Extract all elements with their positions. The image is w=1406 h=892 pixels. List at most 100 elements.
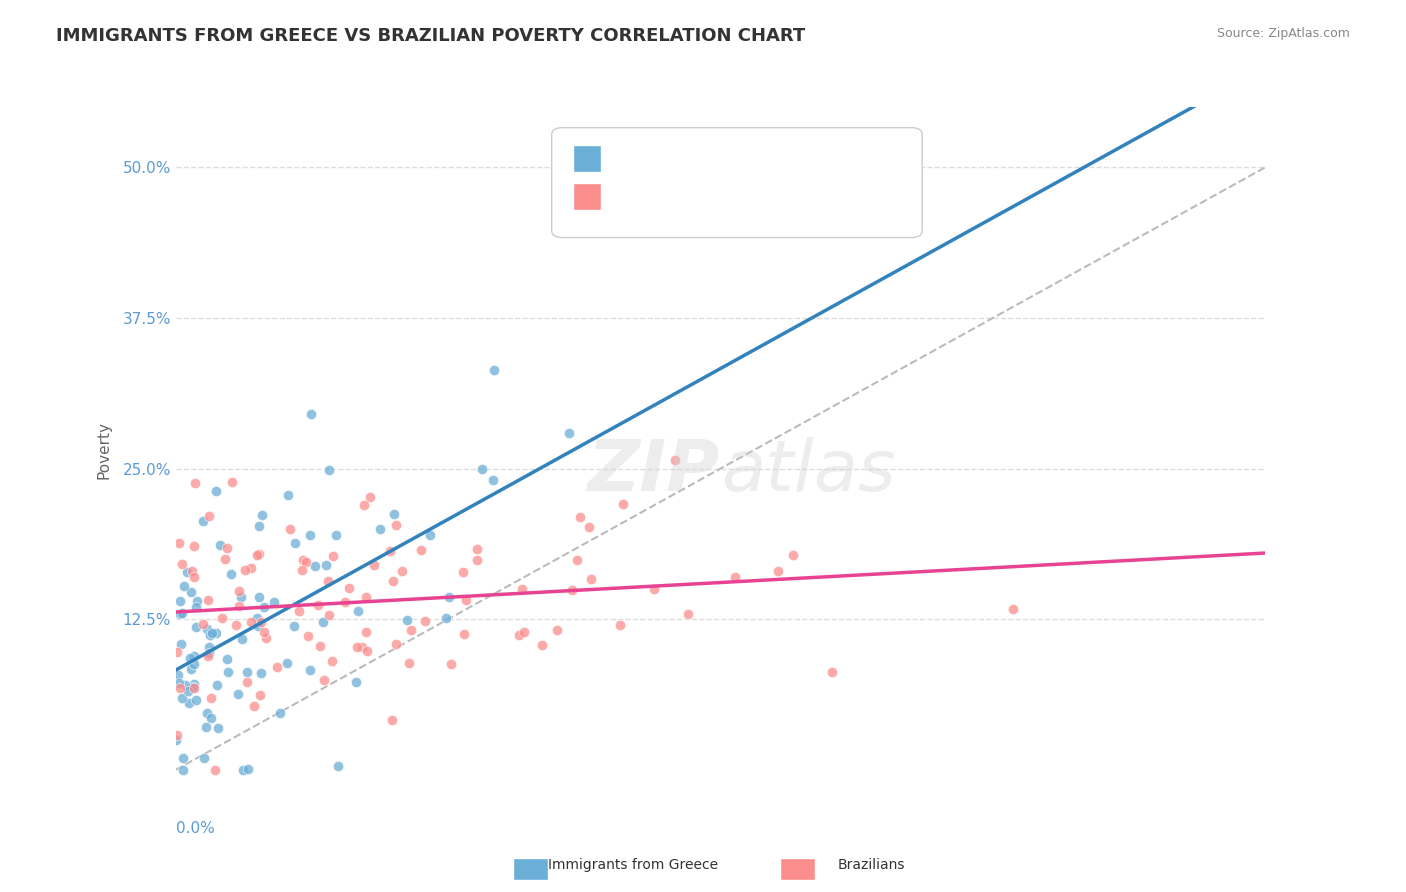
Point <box>217 665 239 680</box>
Point <box>197 648 219 663</box>
Point <box>180 662 202 676</box>
Point <box>166 728 188 742</box>
Point <box>169 607 191 621</box>
Point <box>198 627 221 641</box>
Point <box>256 631 278 645</box>
Point <box>581 573 603 587</box>
Point <box>359 490 381 504</box>
Point <box>782 548 804 562</box>
Point <box>312 673 335 688</box>
Point <box>233 563 256 577</box>
Text: IMMIGRANTS FROM GREECE VS BRAZILIAN POVERTY CORRELATION CHART: IMMIGRANTS FROM GREECE VS BRAZILIAN POVE… <box>56 27 806 45</box>
Point <box>643 582 665 596</box>
Point <box>724 570 747 584</box>
Point <box>246 548 269 562</box>
Point <box>676 607 699 622</box>
Point <box>247 547 270 561</box>
Point <box>333 595 356 609</box>
Point <box>253 600 276 615</box>
Point <box>266 660 288 674</box>
Point <box>181 680 204 694</box>
Point <box>225 618 247 632</box>
Point <box>207 721 229 735</box>
Point <box>215 541 238 556</box>
Text: Source: ZipAtlas.com: Source: ZipAtlas.com <box>1216 27 1350 40</box>
Text: R = 0.571: R = 0.571 <box>609 146 700 164</box>
Point <box>184 600 207 615</box>
Point <box>321 654 343 668</box>
Point <box>569 509 592 524</box>
Point <box>249 689 271 703</box>
Point <box>249 666 271 681</box>
Point <box>353 499 375 513</box>
Point <box>170 691 193 706</box>
Point <box>172 751 194 765</box>
Point <box>169 594 191 608</box>
Point <box>236 674 259 689</box>
Point <box>385 637 408 651</box>
Point <box>180 565 202 579</box>
Point <box>508 628 530 642</box>
Point <box>299 663 322 677</box>
Point <box>609 617 631 632</box>
Point <box>391 565 413 579</box>
Point <box>246 610 269 624</box>
Point <box>399 623 422 637</box>
Point <box>231 632 253 646</box>
Point <box>558 426 581 441</box>
Point <box>247 619 270 633</box>
Point <box>204 763 226 777</box>
Point <box>167 536 190 550</box>
Point <box>326 759 349 773</box>
Point <box>352 640 374 654</box>
Text: N = 84: N = 84 <box>748 146 810 164</box>
Point <box>453 627 475 641</box>
Point <box>228 584 250 599</box>
Bar <box>513 858 548 880</box>
Point <box>354 625 377 640</box>
Point <box>312 615 335 629</box>
Point <box>378 544 401 558</box>
Point <box>250 615 273 629</box>
Point <box>284 536 307 550</box>
Point <box>578 520 600 534</box>
Point <box>398 657 420 671</box>
Text: Brazilians: Brazilians <box>838 858 905 872</box>
Point <box>174 678 197 692</box>
Point <box>363 558 385 573</box>
Point <box>170 637 193 651</box>
Point <box>434 611 457 625</box>
Point <box>318 574 340 589</box>
Point <box>186 594 208 608</box>
Text: 0.0%: 0.0% <box>176 822 215 837</box>
Point <box>195 706 218 720</box>
Point <box>440 657 463 672</box>
Point <box>269 706 291 721</box>
Point <box>325 528 347 542</box>
Point <box>565 553 588 567</box>
Point <box>453 565 475 579</box>
Point <box>204 484 226 499</box>
Point <box>513 624 536 639</box>
Point <box>217 651 239 665</box>
Point <box>247 518 270 533</box>
Point <box>356 590 378 604</box>
Point <box>183 677 205 691</box>
Point <box>561 582 583 597</box>
Point <box>180 584 202 599</box>
Point <box>294 555 316 569</box>
Point <box>184 475 207 490</box>
Point <box>288 604 311 618</box>
Point <box>209 538 232 552</box>
Point <box>197 640 219 654</box>
Point <box>179 696 201 710</box>
Point <box>304 559 326 574</box>
Point <box>173 579 195 593</box>
Point <box>250 508 273 523</box>
Point <box>165 732 187 747</box>
Point <box>231 590 253 604</box>
Point <box>322 549 344 563</box>
Bar <box>574 183 600 211</box>
Point <box>172 557 194 571</box>
Point <box>337 581 360 595</box>
